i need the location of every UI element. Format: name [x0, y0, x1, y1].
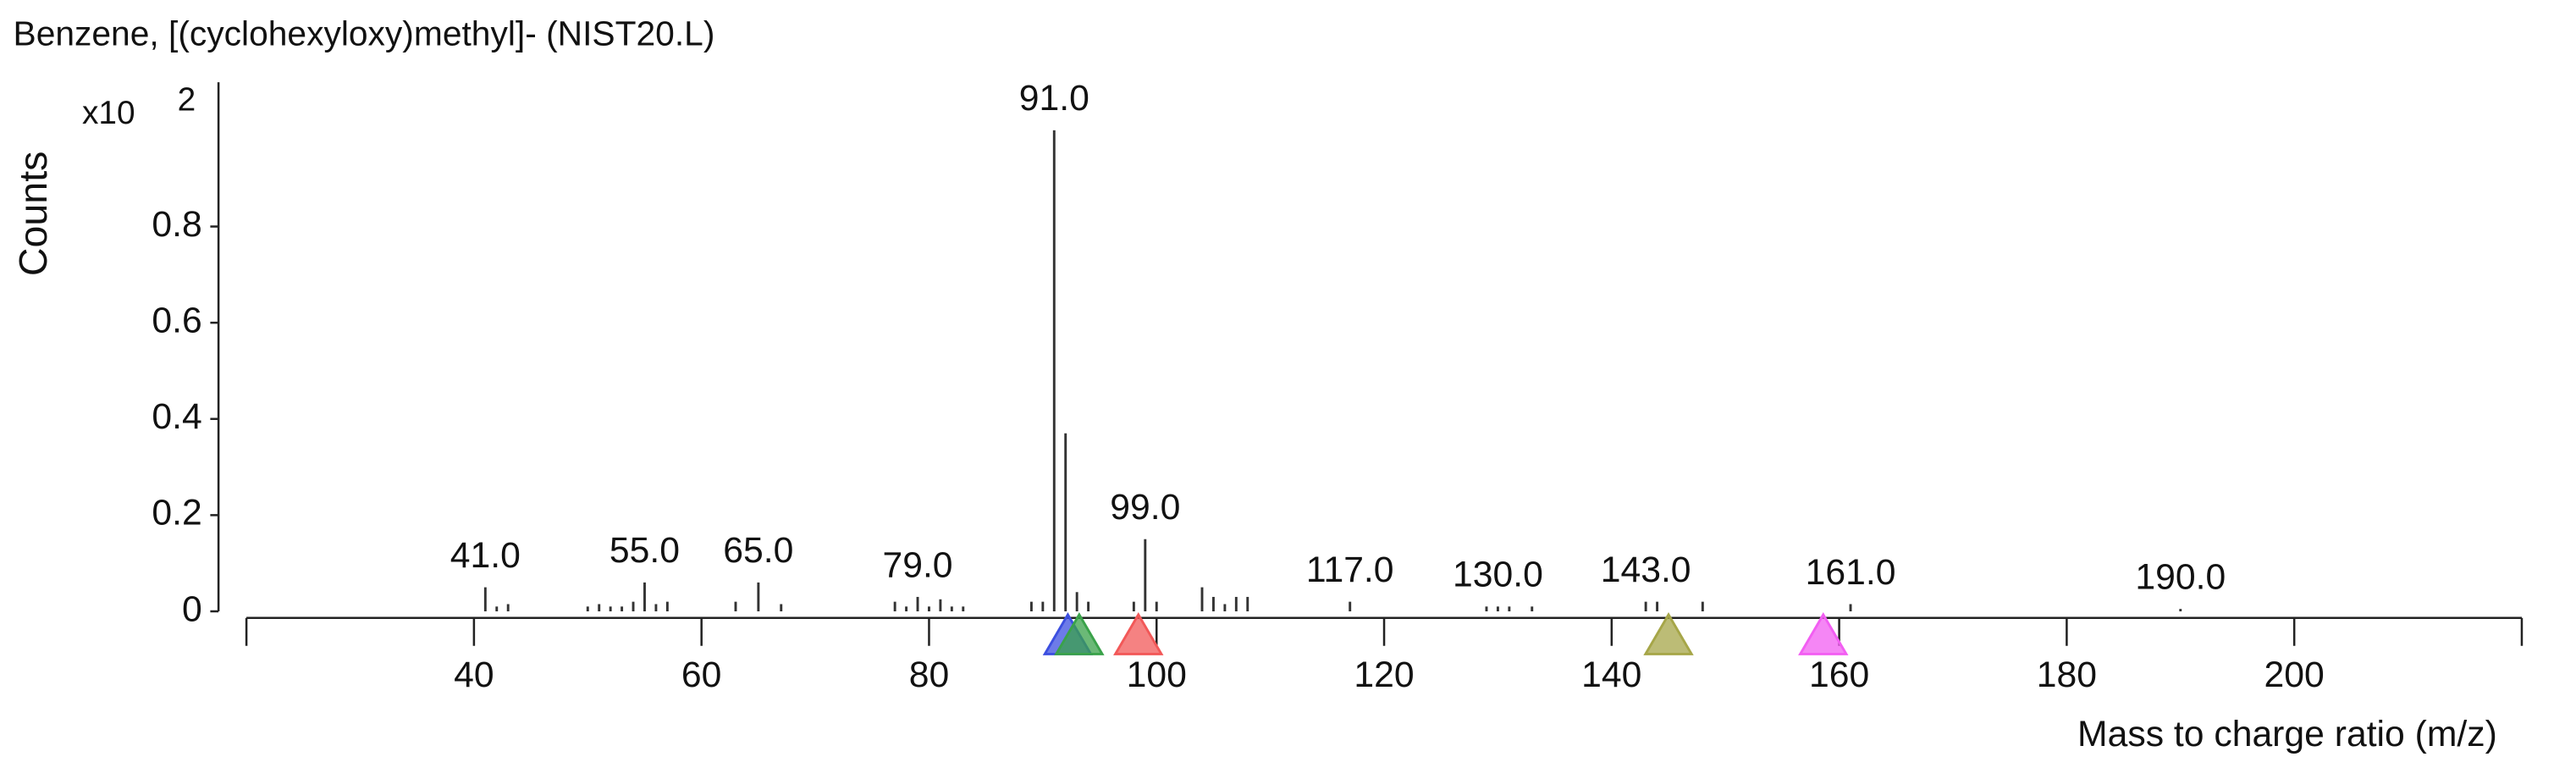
- ion-marker: [1054, 611, 1105, 655]
- x-tick-label: 40: [454, 655, 494, 695]
- y-tick-label: 0.8: [152, 204, 201, 245]
- x-tick-label: 140: [1581, 655, 1641, 695]
- peak-label: 130.0: [1453, 555, 1543, 595]
- peak-label: 41.0: [450, 535, 521, 576]
- peak-label: 79.0: [882, 544, 952, 585]
- y-axis-label: Counts: [11, 152, 55, 277]
- x-tick-label: 100: [1127, 655, 1187, 695]
- ion-marker: [1113, 611, 1164, 655]
- y-tick-label: 0: [182, 588, 202, 629]
- peak-label: 91.0: [1019, 78, 1089, 119]
- x-tick-label: 200: [2264, 655, 2325, 695]
- y-scale-label: x10: [82, 95, 135, 131]
- x-axis-label: Mass to charge ratio (m/z): [2077, 714, 2497, 754]
- chart-title: Benzene, [(cyclohexyloxy)methyl]- (NIST2…: [14, 14, 715, 53]
- peak-label: 190.0: [2135, 557, 2226, 598]
- peak-label: 65.0: [723, 530, 793, 571]
- x-tick-label: 180: [2037, 655, 2097, 695]
- x-tick-label: 120: [1354, 655, 1414, 695]
- peak-label: 55.0: [610, 530, 680, 571]
- x-tick-label: 160: [1809, 655, 1869, 695]
- x-tick-label: 80: [909, 655, 949, 695]
- peak-label: 161.0: [1806, 552, 1896, 593]
- peak-label: 117.0: [1306, 550, 1394, 590]
- y-tick-label: 0.2: [152, 493, 201, 533]
- y-tick-label: 0.4: [152, 396, 201, 437]
- x-tick-label: 60: [681, 655, 721, 695]
- peak-label: 143.0: [1601, 550, 1691, 590]
- ion-marker: [1643, 611, 1694, 655]
- y-scale-exponent: 2: [178, 82, 196, 119]
- y-tick-label: 0.6: [152, 300, 201, 340]
- ion-marker: [1798, 611, 1849, 655]
- peak-label: 99.0: [1110, 487, 1180, 528]
